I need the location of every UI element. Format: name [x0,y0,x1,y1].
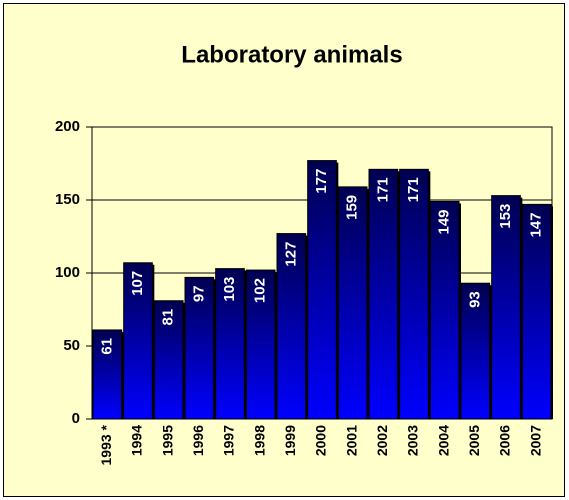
chart-title: Laboratory animals [181,41,402,68]
y-tick-label: 50 [63,337,80,354]
x-tick-label: 2007 [527,425,543,456]
value-label: 81 [160,309,177,326]
x-tick-label: 1994 [129,425,145,456]
value-label: 147 [528,212,545,237]
y-tick-label: 0 [72,410,80,427]
bar [153,300,184,420]
x-tick-label: 1999 [282,425,298,456]
value-label: 153 [497,204,514,229]
bar [429,200,460,420]
bar [215,268,245,420]
bar [123,262,153,420]
bar [307,160,337,420]
x-tick-label: 1998 [251,425,267,456]
value-label: 171 [405,177,422,202]
y-tick-label: 200 [55,118,80,135]
x-tick-label: 2004 [435,425,451,456]
x-tick-label: 2001 [343,425,359,456]
bar [460,282,491,420]
bar [245,269,276,420]
x-tick-label: 2003 [405,425,421,456]
value-label: 127 [282,242,299,267]
bar [92,329,123,420]
value-label: 107 [129,271,146,296]
bar [521,203,552,420]
x-tick-label: 2000 [313,425,329,456]
x-tick-label: 2005 [466,425,482,456]
value-label: 159 [344,195,361,220]
value-label: 177 [313,169,330,194]
bar [491,195,521,420]
value-label: 93 [466,291,483,308]
x-tick-label: 2002 [374,425,390,456]
x-tick-label: 1997 [221,425,237,456]
value-label: 103 [221,277,238,302]
bar [399,168,429,420]
x-tick-label: 2006 [497,425,513,456]
value-label: 149 [436,209,453,234]
y-tick-label: 100 [55,264,80,281]
x-tick-label: 1995 [159,425,175,456]
value-label: 97 [190,285,207,302]
bar [276,233,307,420]
value-label: 61 [98,338,115,355]
bar [337,186,368,420]
bar [184,276,215,420]
x-tick-label: 1993 * [98,424,114,465]
value-label: 171 [374,177,391,202]
value-label: 102 [252,278,269,303]
y-tick-label: 150 [55,191,80,208]
bar [368,168,399,420]
x-tick-label: 1996 [190,425,206,456]
